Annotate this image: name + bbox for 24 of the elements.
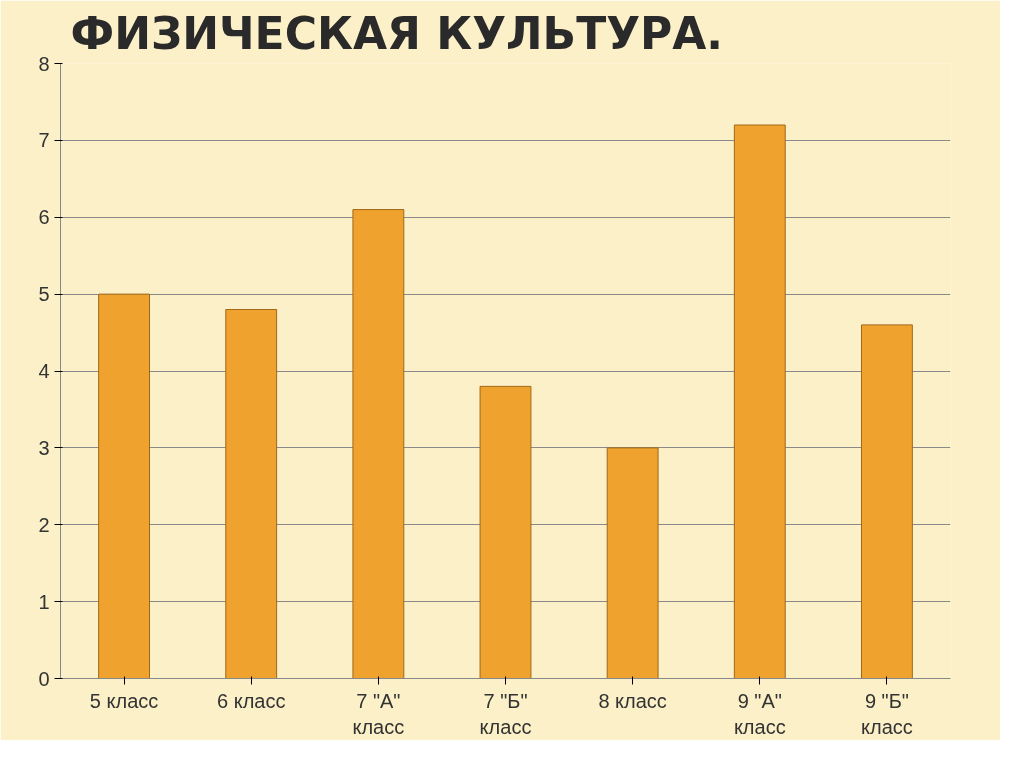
bar xyxy=(98,293,150,679)
y-tick-label: 3 xyxy=(38,436,50,459)
y-tick-label: 1 xyxy=(38,590,50,613)
x-tick-label: 8 класс xyxy=(598,689,667,712)
bar xyxy=(352,209,405,679)
y-tick-label: 5 xyxy=(38,283,50,306)
y-tick-label: 2 xyxy=(38,513,50,536)
x-tick-label: 5 класс xyxy=(89,689,159,712)
y-tick-label: 0 xyxy=(38,667,50,690)
x-tick-label: 9 "А" класс xyxy=(733,689,786,738)
x-tick-label: 7 "Б" класс xyxy=(479,689,532,738)
y-tick-label: 4 xyxy=(38,360,50,382)
bar xyxy=(225,309,278,679)
bar xyxy=(733,124,786,679)
chart-title: ФИЗИЧЕСКАЯ КУЛЬТУРА. xyxy=(70,7,724,59)
y-tick-label: 7 xyxy=(38,129,50,152)
x-tick-label: 7 "А" класс xyxy=(352,689,405,738)
bar xyxy=(479,385,532,679)
y-tick-label: 6 xyxy=(38,206,50,229)
x-tick-label: 6 класс xyxy=(216,689,286,712)
y-tick-label: 8 xyxy=(38,52,50,75)
x-tick-label: 9 "Б" класс xyxy=(861,689,913,738)
bar xyxy=(861,324,913,679)
bar xyxy=(606,447,659,679)
